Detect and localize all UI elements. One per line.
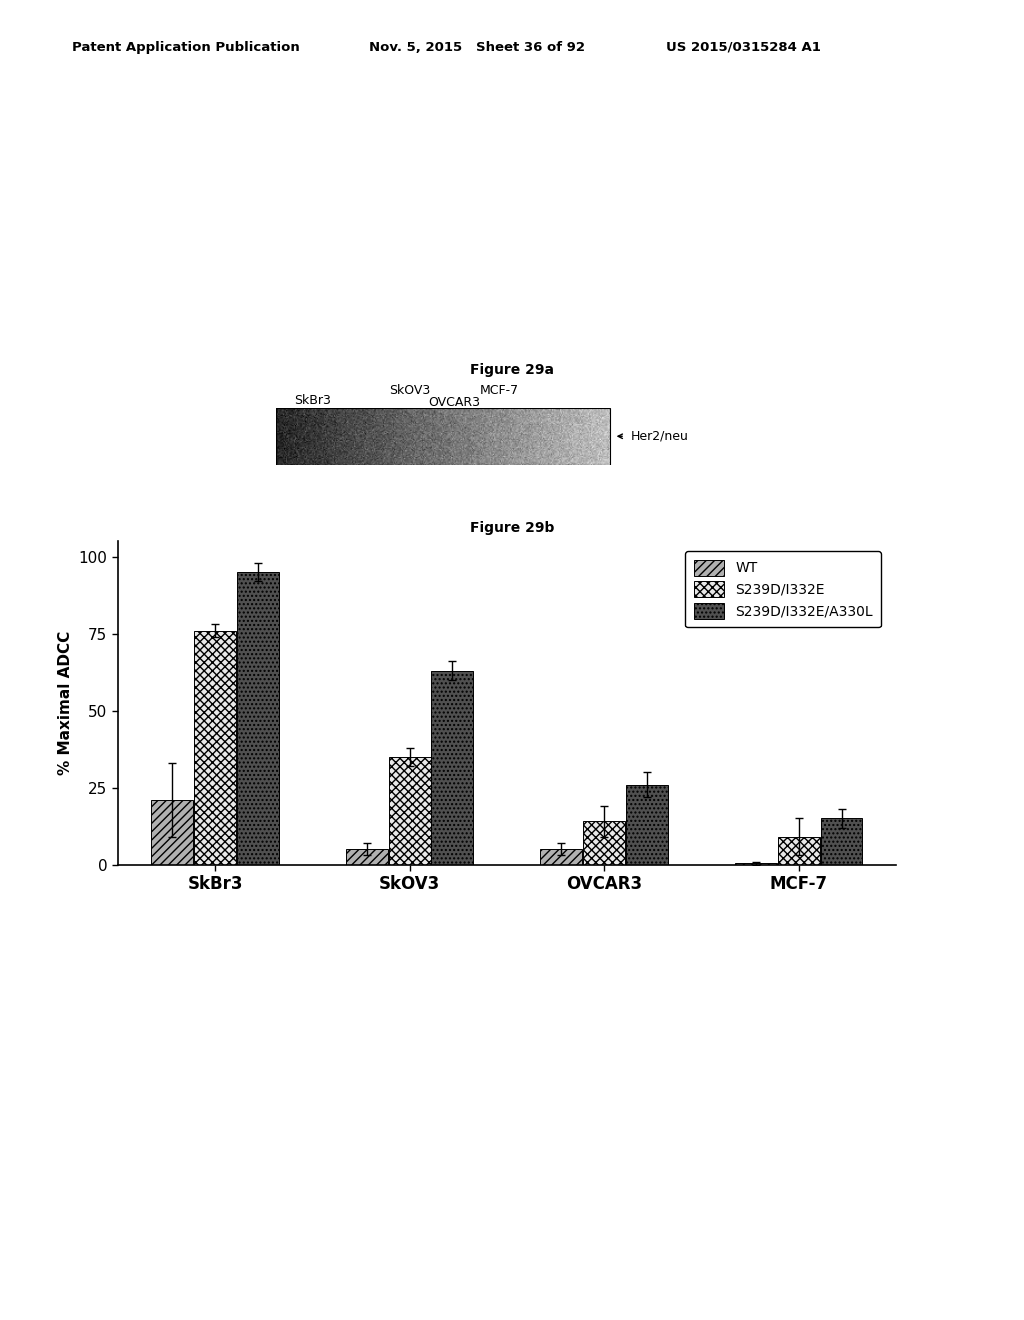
Bar: [389, 756, 430, 865]
Text: Figure 29b: Figure 29b: [470, 521, 554, 536]
Text: OVCAR3: OVCAR3: [429, 396, 480, 409]
Text: MCF-7: MCF-7: [480, 384, 519, 397]
Bar: [195, 631, 236, 865]
Bar: [237, 572, 279, 865]
Bar: [431, 671, 473, 865]
Legend: WT, S239D/I332E, S239D/I332E/A330L: WT, S239D/I332E, S239D/I332E/A330L: [685, 552, 882, 627]
Text: Figure 29a: Figure 29a: [470, 363, 554, 378]
Bar: [735, 863, 777, 865]
Text: Her2/neu: Her2/neu: [631, 430, 688, 442]
Bar: [626, 784, 668, 865]
Bar: [820, 818, 862, 865]
Text: SkOV3: SkOV3: [389, 384, 430, 397]
Bar: [584, 821, 625, 865]
Text: SkBr3: SkBr3: [294, 393, 331, 407]
Text: US 2015/0315284 A1: US 2015/0315284 A1: [666, 41, 820, 54]
Text: Patent Application Publication: Patent Application Publication: [72, 41, 299, 54]
Bar: [541, 849, 583, 865]
Bar: [152, 800, 194, 865]
Bar: [778, 837, 819, 865]
Text: Nov. 5, 2015   Sheet 36 of 92: Nov. 5, 2015 Sheet 36 of 92: [369, 41, 585, 54]
Bar: [346, 849, 388, 865]
Bar: [276, 408, 610, 465]
Y-axis label: % Maximal ADCC: % Maximal ADCC: [58, 631, 73, 775]
